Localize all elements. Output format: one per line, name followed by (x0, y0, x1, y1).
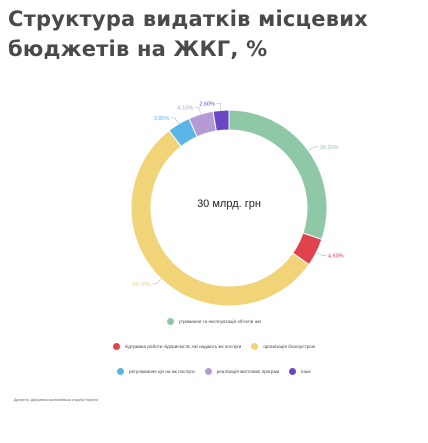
legend-item: реалізація житлових програм (204, 367, 280, 375)
legend-row: підтримка роботи підприємств, які надают… (0, 341, 428, 351)
center-label: 30 млрд. грн (197, 198, 261, 210)
legend-row: утримання та експлуатація об'єктів жкг (0, 316, 428, 326)
slice-value-label: 2.60% (199, 101, 215, 107)
legend-label: інше (301, 368, 311, 374)
slice-value-label: 54.70% (132, 282, 151, 288)
chart-title: Структура видатків місцевих бюджетів на … (8, 7, 368, 61)
legend-swatch (117, 367, 125, 375)
donut-slice (212, 109, 230, 132)
legend: утримання та експлуатація об'єктів жкг п… (0, 316, 428, 391)
legend-item: утримання та експлуатація об'єктів жкг (166, 317, 262, 325)
legend-item: регулювання цін на жк послуги (117, 367, 195, 375)
legend-item: інше (289, 367, 311, 375)
slice-value-label: 4.60% (328, 254, 344, 260)
donut-slice (228, 109, 328, 241)
donut-slice (130, 129, 310, 307)
slice-value-label: 3.80% (154, 116, 170, 122)
legend-label: регулювання цін на жк послуги (129, 368, 195, 374)
label-leader-line (194, 107, 202, 115)
slice-value-label: 4.10% (178, 105, 194, 111)
legend-item: організація благоустрою (251, 342, 316, 350)
legend-swatch (166, 317, 174, 325)
legend-swatch (251, 342, 259, 350)
legend-swatch (204, 367, 212, 375)
legend-label: утримання та експлуатація об'єктів жкг (178, 318, 262, 324)
source-note: Джерело: Державна казначейська служба Ук… (14, 398, 98, 402)
label-leader-line (152, 278, 162, 285)
label-leader-line (316, 252, 327, 256)
legend-item: підтримка роботи підприємств, які надают… (112, 342, 242, 350)
legend-swatch (289, 367, 297, 375)
legend-swatch (112, 342, 120, 350)
label-leader-line (308, 146, 319, 152)
legend-label: підтримка роботи підприємств, які надают… (124, 343, 242, 349)
legend-label: реалізація житлових програм (216, 368, 280, 374)
legend-row: регулювання цін на жк послуги реалізація… (0, 366, 428, 376)
legend-label: організація благоустрою (263, 343, 316, 349)
label-leader-line (216, 103, 222, 111)
slice-value-label: 30.20% (320, 145, 339, 151)
label-leader-line (170, 117, 179, 125)
